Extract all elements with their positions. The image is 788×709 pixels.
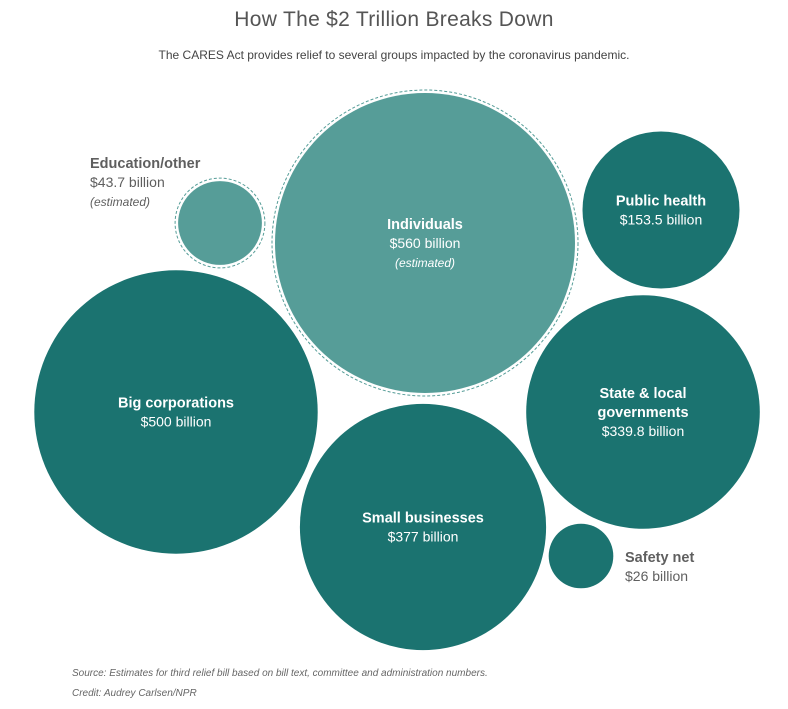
bubble-name-label: Individuals xyxy=(387,217,463,233)
bubble-value-label: $339.8 billion xyxy=(602,423,685,439)
bubble-name-label: governments xyxy=(597,405,688,421)
source-note: Source: Estimates for third relief bill … xyxy=(72,668,488,679)
bubble-value-label: $26 billion xyxy=(625,568,688,584)
bubble-state-local-governments xyxy=(526,295,760,529)
chart-title: How The $2 Trillion Breaks Down xyxy=(234,8,554,31)
estimate-ring-individuals xyxy=(271,89,579,397)
bubble-name-label: Big corporations xyxy=(118,396,234,412)
chart-subtitle: The CARES Act provides relief to several… xyxy=(158,48,630,62)
bubble-group-big-corporations: Big corporations $500 billion xyxy=(34,270,318,554)
bubble-value-label: $560 billion xyxy=(390,235,461,251)
bubble-name-label: Public health xyxy=(616,194,706,210)
bubble-group-state-local-governments: State & local governments $339.8 billion xyxy=(526,295,760,529)
bubble-value-label: $153.5 billion xyxy=(620,212,703,228)
bubble-group-public-health: Public health $153.5 billion xyxy=(582,131,740,289)
bubble-public-health xyxy=(582,131,740,289)
bubble-name-label: State & local xyxy=(599,386,686,402)
bubble-individuals xyxy=(275,93,575,393)
estimate-ring-education-other xyxy=(174,177,266,269)
bubble-name-label: Safety net xyxy=(625,550,694,566)
bubble-note-label: (estimated) xyxy=(395,256,455,270)
credit-note: Credit: Audrey Carlsen/NPR xyxy=(72,688,197,699)
bubble-big-corporations xyxy=(34,270,318,554)
bubble-value-label: $43.7 billion xyxy=(90,174,165,190)
bubble-education-other xyxy=(178,181,262,265)
bubble-group-individuals: Individuals $560 billion (estimated) xyxy=(271,89,579,397)
bubble-name-label: Small businesses xyxy=(362,511,484,527)
bubble-group-safety-net: Safety net $26 billion xyxy=(548,523,694,589)
bubble-group-small-businesses: Small businesses $377 billion xyxy=(299,403,547,651)
bubble-value-label: $500 billion xyxy=(141,414,212,430)
bubble-note-label: (estimated) xyxy=(90,195,150,209)
bubble-name-label: Education/other xyxy=(90,156,201,172)
bubble-group-education-other: Education/other $43.7 billion (estimated) xyxy=(90,156,266,269)
bubble-small-businesses xyxy=(299,403,547,651)
bubble-value-label: $377 billion xyxy=(388,529,459,545)
bubble-safety-net xyxy=(548,523,614,589)
